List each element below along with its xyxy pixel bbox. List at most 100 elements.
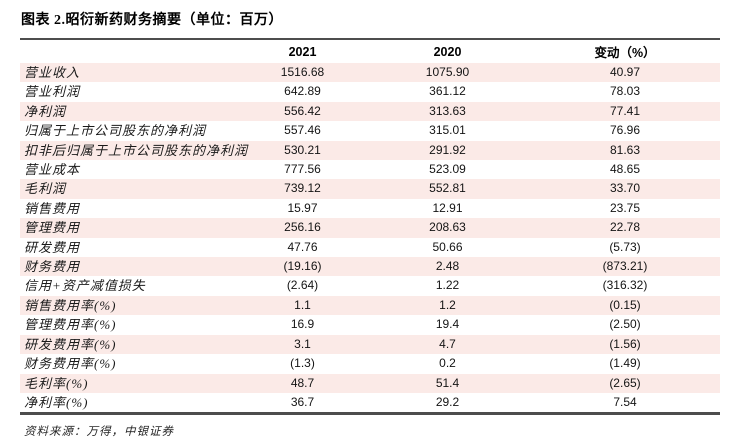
row-label: 信用+资产减值损失 bbox=[24, 278, 146, 294]
row-label: 营业成本 bbox=[24, 162, 81, 178]
value-2020: 523.09 bbox=[429, 162, 466, 177]
column-header-2021: 2021 bbox=[240, 39, 365, 63]
table-body: 营业收入 1516.68 1075.90 40.97 营业利润 642.89 361.12 7… bbox=[20, 63, 720, 414]
table-row: 营业利润 642.89 361.12 78.03 bbox=[20, 82, 720, 101]
value-2021: (19.16) bbox=[240, 257, 365, 277]
value-2020: 1.22 bbox=[435, 278, 460, 293]
row-label: 管理费用 bbox=[20, 218, 240, 238]
table-row: 毛利率(%) 48.7 51.4 (2.65) bbox=[20, 373, 720, 393]
value-2021: 556.42 bbox=[240, 101, 365, 122]
table-row: 研发费用率(%) 3.1 4.7 (1.56) bbox=[20, 334, 720, 355]
table-row: 信用+资产减值损失 (2.64) 1.22 (316.32) bbox=[20, 276, 720, 295]
value-2020: 50.66 bbox=[432, 239, 463, 254]
table-row: 管理费用率(%) 16.9 19.4 (2.50) bbox=[20, 315, 720, 334]
value-2020: 2.48 bbox=[365, 257, 530, 277]
table-row: 净利率(%) 36.7 29.2 7.54 bbox=[20, 393, 720, 414]
value-2021: 47.76 bbox=[287, 239, 318, 254]
value-2021: 739.12 bbox=[240, 179, 365, 199]
value-2020: 19.4 bbox=[435, 317, 460, 332]
value-2021: 3.1 bbox=[240, 334, 365, 355]
value-2021: (2.64) bbox=[286, 278, 319, 293]
value-change: (316.32) bbox=[602, 278, 648, 293]
header-row: 2021 2020 变动（%） bbox=[20, 39, 720, 63]
value-change: 81.63 bbox=[530, 140, 720, 161]
value-2020: 0.2 bbox=[439, 356, 456, 371]
value-change: 48.65 bbox=[609, 162, 641, 177]
row-label: 毛利润 bbox=[20, 179, 240, 199]
value-change: 78.03 bbox=[609, 84, 641, 99]
row-label: 销售费用率(%) bbox=[20, 295, 240, 316]
column-header-change-pct: 变动（%） bbox=[530, 39, 720, 63]
row-label: 研发费用率(%) bbox=[20, 334, 240, 355]
value-2021: 15.97 bbox=[287, 200, 318, 215]
data-source-note: 资料来源：万得，中银证券 bbox=[24, 426, 174, 439]
value-2020: 361.12 bbox=[429, 84, 466, 99]
value-change: (0.15) bbox=[530, 295, 720, 316]
table-row: 扣非后归属于上市公司股东的净利润 530.21 291.92 81.63 bbox=[20, 140, 720, 161]
value-2020: 552.81 bbox=[365, 179, 530, 199]
value-change: (5.73) bbox=[609, 239, 641, 254]
table-row: 销售费用 15.97 12.91 23.75 bbox=[20, 199, 720, 218]
value-2020: 1075.90 bbox=[365, 63, 530, 83]
value-2020: 313.63 bbox=[365, 101, 530, 122]
value-2021: 777.56 bbox=[284, 162, 321, 177]
column-header-metric bbox=[20, 39, 240, 63]
value-change: 7.54 bbox=[613, 394, 637, 409]
value-2020: 4.7 bbox=[365, 334, 530, 355]
value-2021: 642.89 bbox=[284, 84, 321, 99]
value-change: (2.65) bbox=[530, 373, 720, 393]
row-label: 财务费用 bbox=[20, 257, 240, 277]
value-change: 40.97 bbox=[530, 63, 720, 83]
value-2020: 51.4 bbox=[365, 373, 530, 393]
value-2021: 1516.68 bbox=[240, 63, 365, 83]
table-row: 净利润 556.42 313.63 77.41 bbox=[20, 101, 720, 122]
value-2020: 208.63 bbox=[365, 218, 530, 238]
row-label: 净利率(%) bbox=[24, 394, 89, 410]
row-label: 归属于上市公司股东的净利润 bbox=[24, 123, 207, 139]
table-row: 营业成本 777.56 523.09 48.65 bbox=[20, 160, 720, 179]
value-change: 76.96 bbox=[609, 123, 641, 138]
row-label: 扣非后归属于上市公司股东的净利润 bbox=[20, 140, 247, 161]
value-2020: 315.01 bbox=[429, 123, 466, 138]
row-label: 管理费用率(%) bbox=[24, 317, 117, 333]
row-label: 研发费用 bbox=[24, 239, 81, 255]
value-change: 23.75 bbox=[609, 200, 641, 215]
table-row: 财务费用率(%) (1.3) 0.2 (1.49) bbox=[20, 354, 720, 373]
value-2020: 1.2 bbox=[365, 295, 530, 316]
value-2021: 48.7 bbox=[240, 373, 365, 393]
value-2020: 29.2 bbox=[435, 394, 460, 409]
table-row: 归属于上市公司股东的净利润 557.46 315.01 76.96 bbox=[20, 121, 720, 140]
value-2021: 1.1 bbox=[240, 295, 365, 316]
value-2021: 530.21 bbox=[240, 140, 365, 161]
value-change: (873.21) bbox=[530, 257, 720, 277]
table-row: 营业收入 1516.68 1075.90 40.97 bbox=[20, 63, 720, 83]
value-change: (1.56) bbox=[530, 334, 720, 355]
table-row: 研发费用 47.76 50.66 (5.73) bbox=[20, 238, 720, 257]
value-2020: 291.92 bbox=[365, 140, 530, 161]
value-2021: 557.46 bbox=[284, 123, 321, 138]
table-row: 销售费用率(%) 1.1 1.2 (0.15) bbox=[20, 295, 720, 316]
row-label: 毛利率(%) bbox=[20, 373, 240, 393]
value-2021: 256.16 bbox=[240, 218, 365, 238]
value-2020: 12.91 bbox=[432, 200, 463, 215]
financial-summary-table: 2021 2020 变动（%） 营业收入 1516.68 1075.90 40.97 营… bbox=[20, 38, 720, 416]
table-row: 财务费用 (19.16) 2.48 (873.21) bbox=[20, 257, 720, 277]
value-2021: 36.7 bbox=[290, 394, 315, 409]
value-change: 33.70 bbox=[530, 179, 720, 199]
row-label: 净利润 bbox=[20, 101, 240, 122]
value-change: 77.41 bbox=[530, 101, 720, 122]
value-2021: (1.3) bbox=[290, 356, 315, 371]
table-row: 管理费用 256.16 208.63 22.78 bbox=[20, 218, 720, 238]
value-2021: 16.9 bbox=[290, 317, 315, 332]
row-label: 财务费用率(%) bbox=[24, 356, 117, 372]
row-label: 营业利润 bbox=[24, 84, 81, 100]
value-change: (1.49) bbox=[609, 356, 641, 371]
table-row: 毛利润 739.12 552.81 33.70 bbox=[20, 179, 720, 199]
column-header-2020: 2020 bbox=[365, 39, 530, 63]
figure-title: 图表 2.昭衍新药财务摘要（单位：百万） bbox=[21, 13, 283, 28]
report-figure: 图表 2.昭衍新药财务摘要（单位：百万） 2021 2020 变动（%） 营业收… bbox=[20, 9, 720, 439]
value-change: 22.78 bbox=[530, 218, 720, 238]
row-label: 销售费用 bbox=[24, 200, 81, 216]
value-change: (2.50) bbox=[609, 317, 641, 332]
row-label: 营业收入 bbox=[20, 63, 240, 83]
